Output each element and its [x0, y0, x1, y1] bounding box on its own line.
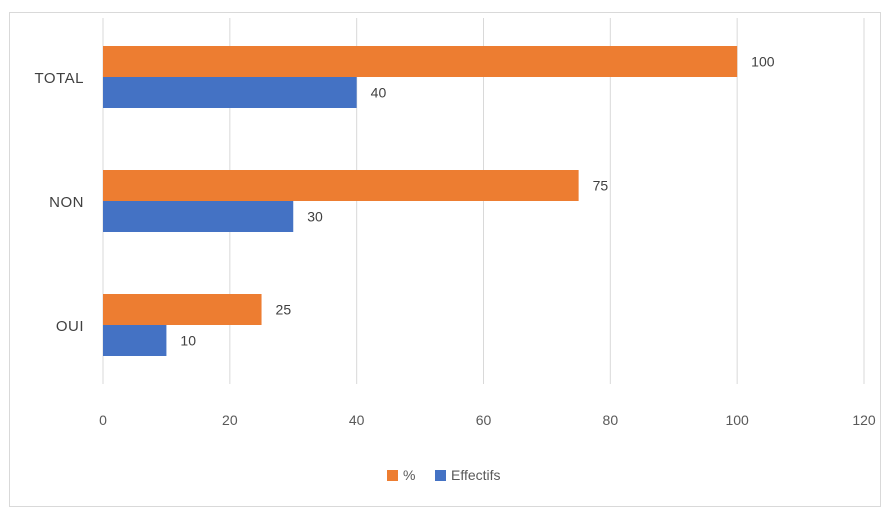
- x-tick-label-120: 120: [852, 412, 876, 428]
- category-label-non: NON: [49, 194, 84, 211]
- x-tick-label-20: 20: [222, 412, 238, 428]
- x-tick-label-60: 60: [476, 412, 492, 428]
- x-tick-label-40: 40: [349, 412, 365, 428]
- legend-label-pct: %: [403, 467, 415, 483]
- bar-pct-non: [103, 170, 579, 201]
- data-label-pct-total: 100: [751, 54, 775, 70]
- bar-effectifs-total: [103, 77, 357, 108]
- category-label-oui: OUI: [56, 318, 84, 335]
- data-label-effectifs-oui: 10: [180, 333, 196, 349]
- x-tick-label-0: 0: [99, 412, 107, 428]
- legend-swatch-effectifs: [435, 470, 446, 481]
- bar-pct-oui: [103, 294, 262, 325]
- data-label-pct-non: 75: [593, 178, 609, 194]
- x-tick-label-100: 100: [725, 412, 749, 428]
- data-label-pct-oui: 25: [276, 302, 292, 318]
- x-tick-label-80: 80: [603, 412, 619, 428]
- data-label-effectifs-non: 30: [307, 209, 323, 225]
- bar-effectifs-non: [103, 201, 294, 232]
- legend-swatch-pct: [387, 470, 398, 481]
- data-label-effectifs-total: 40: [371, 85, 387, 101]
- category-label-total: TOTAL: [35, 70, 84, 87]
- bar-pct-total: [103, 46, 738, 77]
- legend-label-effectifs: Effectifs: [451, 467, 501, 483]
- bar-effectifs-oui: [103, 325, 167, 356]
